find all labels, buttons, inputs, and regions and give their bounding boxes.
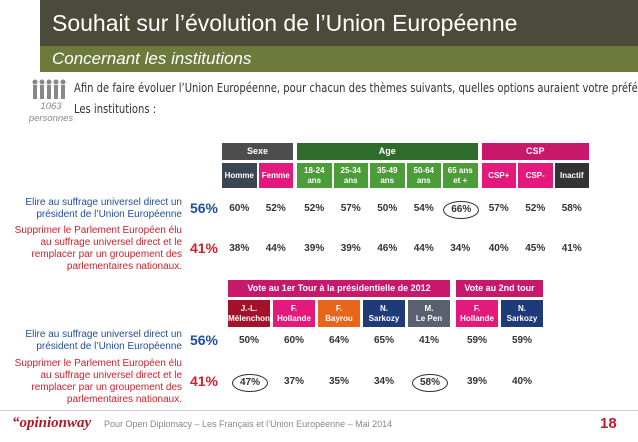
value: 46% [377, 243, 398, 254]
group-header: Age [297, 143, 478, 160]
group-header: CSP [481, 143, 589, 160]
title-bar [40, 0, 638, 46]
value: 35% [328, 376, 349, 387]
footer-note: Pour Open Diplomacy – Les Français et l’… [104, 419, 393, 429]
group-header: Sexe [222, 143, 293, 160]
column-header: 50-64 ans [406, 163, 441, 188]
value: 58% [412, 374, 448, 392]
value: 39% [340, 243, 361, 254]
value: 45% [525, 243, 546, 254]
row-label: Supprimer le Parlement Européen élu au s… [14, 225, 182, 272]
value: 37% [283, 376, 304, 387]
value: 65% [373, 335, 394, 346]
value: 47% [232, 374, 268, 392]
brand-text: opinionway [19, 415, 92, 431]
value: 40% [488, 243, 509, 254]
value: 58% [561, 203, 582, 214]
value: 52% [525, 203, 546, 214]
value: 59% [511, 335, 532, 346]
subtitle-bar [40, 46, 638, 72]
column-header: N. Sarkozy [501, 300, 543, 327]
value: 57% [488, 203, 509, 214]
column-header: F. Hollande [273, 300, 315, 327]
value: 41% [418, 335, 439, 346]
group-header: Vote au 1er Tour à la présidentielle de … [228, 280, 450, 297]
column-header: CSP- [518, 163, 553, 188]
column-header: Homme [222, 163, 257, 188]
column-header: Femme [258, 163, 293, 188]
row-total: 56% [189, 200, 219, 216]
value: 50% [377, 203, 398, 214]
value: 39% [304, 243, 325, 254]
value: 60% [229, 203, 250, 214]
value: 54% [413, 203, 434, 214]
column-header: CSP+ [481, 163, 516, 188]
row-total: 56% [189, 332, 219, 348]
sample-count: 1063 [40, 101, 62, 112]
value: 40% [511, 376, 532, 387]
footer-rule [0, 410, 638, 411]
column-header: Inactif [554, 163, 589, 188]
column-header: N. Sarkozy [363, 300, 405, 327]
column-header: 18-24 ans [297, 163, 332, 188]
value: 34% [373, 376, 394, 387]
group-header: Vote au 2nd tour [456, 280, 543, 297]
row-label: Elire au suffrage universel direct un pr… [25, 197, 182, 220]
row-label: Supprimer le Parlement Européen élu au s… [14, 358, 182, 405]
value: 44% [265, 243, 286, 254]
value: 66% [443, 201, 480, 219]
question: Afin de faire évoluer l’Union Européenne… [74, 80, 638, 95]
value: 39% [466, 376, 487, 387]
column-header: J.-L. Mélenchon [228, 300, 270, 327]
row-total: 41% [189, 373, 219, 389]
column-header: M. Le Pen [408, 300, 450, 327]
column-header: F. Hollande [456, 300, 498, 327]
subtitle: Concernant les institutions [52, 49, 252, 68]
column-header: F. Bayrou [318, 300, 360, 327]
value: 50% [238, 335, 259, 346]
value: 38% [229, 243, 250, 254]
row-total: 41% [189, 240, 219, 256]
value: 44% [413, 243, 434, 254]
row-label: Elire au suffrage universel direct un pr… [25, 329, 182, 352]
sample-label: personnes [28, 113, 74, 124]
topic: Les institutions : [74, 101, 157, 116]
value: 59% [466, 335, 487, 346]
value: 57% [340, 203, 361, 214]
people-icon [32, 79, 66, 99]
column-header: 35-49 ans [370, 163, 405, 188]
page-number: 18 [600, 415, 617, 432]
title: Souhait sur l’évolution de l’Union Europ… [52, 10, 518, 36]
column-header: 25-34 ans [333, 163, 368, 188]
value: 52% [304, 203, 325, 214]
value: 64% [328, 335, 349, 346]
brand: “opinionway [12, 415, 92, 431]
value: 34% [450, 243, 471, 254]
value: 41% [561, 243, 582, 254]
column-header: 65 ans et + [443, 163, 478, 188]
value: 52% [265, 203, 286, 214]
value: 60% [283, 335, 304, 346]
